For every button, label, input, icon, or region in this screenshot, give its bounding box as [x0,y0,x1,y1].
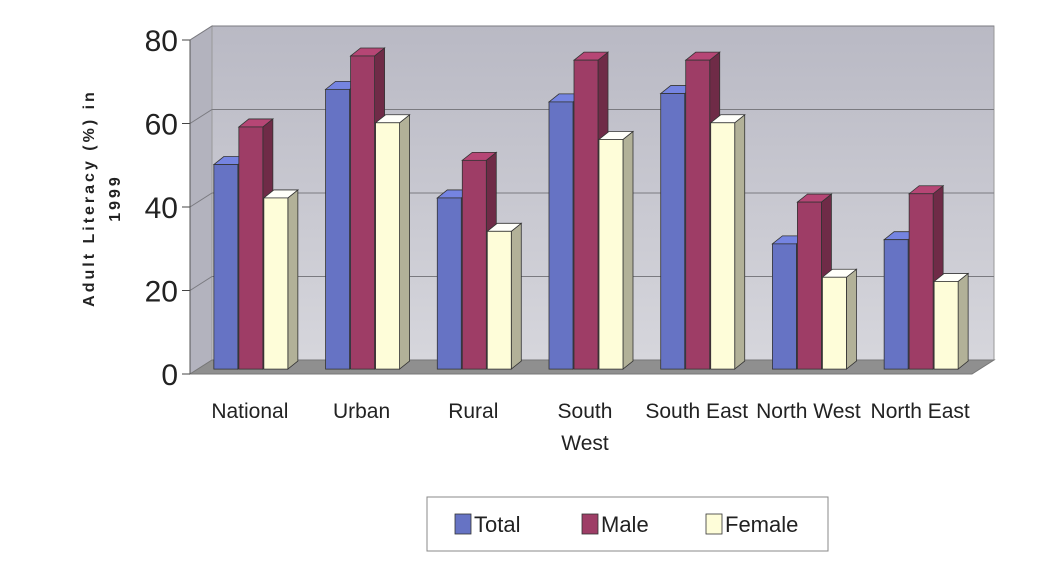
bar-side [622,130,634,370]
bar-front [598,139,624,370]
y-axis-label: Adult Literacy (%) in [81,89,98,307]
bar-front [710,122,736,370]
bar-front [325,88,350,370]
legend: Total Male Female [426,496,829,552]
legend-label-male: Male [601,512,649,537]
bar-side [734,113,746,370]
y-axis-label-line2: 1999 [107,174,124,222]
y-axis-ticks: 0 20 40 60 80 [145,25,191,392]
bar-front [238,126,264,370]
gridline [189,25,994,41]
bar-side [399,113,410,370]
x-category-label: West [561,432,609,455]
bar-front [685,59,711,370]
bar-female-6 [933,272,970,370]
bar-female-3 [597,130,635,370]
bar-front [772,243,797,370]
bar-front [660,93,686,370]
y-tick-label: 60 [145,109,178,142]
x-category-label: South East [645,400,748,423]
x-category-label: Urban [333,400,390,423]
legend-swatch-female [705,513,723,535]
bar-female-5 [821,268,858,370]
bar-front [486,230,512,370]
bar-front [548,101,574,370]
y-tick-label: 80 [145,25,178,58]
y-tick-label: 20 [145,276,178,309]
gridline [189,109,994,124]
bars [212,47,970,370]
bar-female-1 [374,113,411,370]
bar-side [510,222,522,370]
legend-box [426,496,829,552]
legend-swatch-male [581,513,599,535]
legend-label-female: Female [725,512,798,537]
legend-label-total: Total [474,512,520,537]
x-category-label: Rural [448,400,498,423]
bar-front [436,197,462,370]
bar-front [350,55,375,370]
y-tick-label: 40 [145,192,178,225]
bar-side [846,268,857,370]
bar-front [933,281,959,370]
bar-front [908,193,934,370]
bar-front [213,164,239,370]
x-category-label: North West [756,400,861,423]
x-axis-categories: National Urban Rural South West South East Nor… [211,400,970,455]
bar-front [883,239,909,370]
x-category-label: National [211,400,288,423]
bar-female-0 [262,189,299,370]
bar-front [822,276,847,370]
x-category-label: North East [871,400,970,423]
y-tick-label: 0 [161,359,178,392]
bar-side [287,189,299,370]
x-category-label: South [558,400,613,423]
bar-front [263,197,289,370]
legend-swatch-total [454,513,472,535]
bar-female-4 [709,113,746,370]
bar-female-2 [486,222,523,370]
bar-front [375,122,400,370]
bar-front [573,59,599,370]
bar-front [461,159,487,370]
bar-front [797,201,822,370]
bar-side [957,272,969,370]
